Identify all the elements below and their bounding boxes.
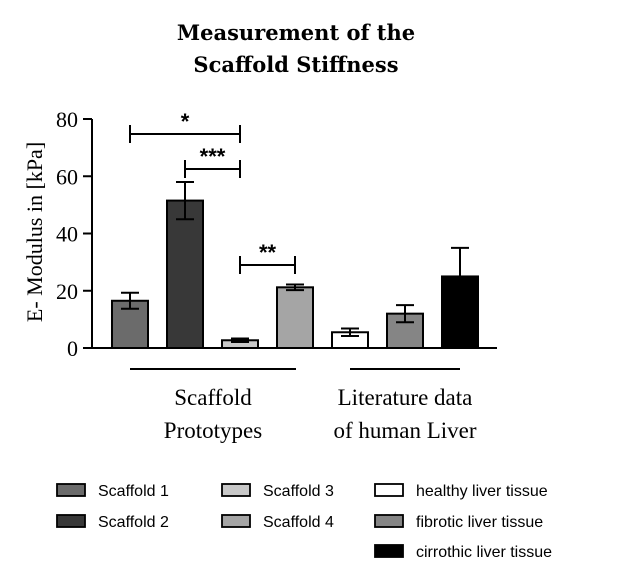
chart-title-line: Scaffold Stiffness [193,52,398,77]
legend-swatch [221,514,251,528]
legend-swatch [374,544,404,558]
bar [276,286,314,350]
group-label: Scaffold [174,385,252,410]
y-tick-label: 20 [56,279,78,304]
group-label: of human Liver [333,418,476,443]
group-label: Prototypes [164,418,262,443]
legend-label: Scaffold 2 [98,514,169,531]
y-tick-label: 40 [56,222,78,247]
legend-swatch [56,514,86,528]
group-label: Literature data [338,385,473,410]
bar [166,199,204,349]
significance-label: * [181,109,190,134]
y-tick-label: 60 [56,164,78,189]
legend-label: fibrotic liver tissue [416,514,543,531]
category-groups: Scaffold Prototypes Literature data of huma… [130,368,477,443]
legend-label: cirrothic liver tissue [416,544,552,561]
significance-label: ** [259,240,277,265]
legend-swatch [374,483,404,497]
legend-swatch [221,483,251,497]
legend: Scaffold 1 Scaffold 2 Scaffold 3 Scaffold 4… [56,483,552,561]
legend-swatch [56,483,86,497]
legend-label: healthy liver tissue [416,483,548,500]
significance-label: *** [200,144,226,169]
legend-label: Scaffold 3 [263,483,334,500]
significance-brackets: ****** [129,109,296,274]
bar [111,299,149,349]
legend-swatch [374,514,404,528]
legend-label: Scaffold 4 [263,514,334,531]
bars [111,180,479,350]
chart-title-line: Measurement of the [177,20,415,45]
y-tick-label: 0 [67,336,78,361]
y-axis-label: E- Modulus in [kPa] [22,142,47,322]
legend-label: Scaffold 1 [98,483,169,500]
bar [441,275,479,349]
y-tick-label: 80 [56,107,78,132]
chart-title: Measurement of the Scaffold Stiffness [177,20,415,77]
